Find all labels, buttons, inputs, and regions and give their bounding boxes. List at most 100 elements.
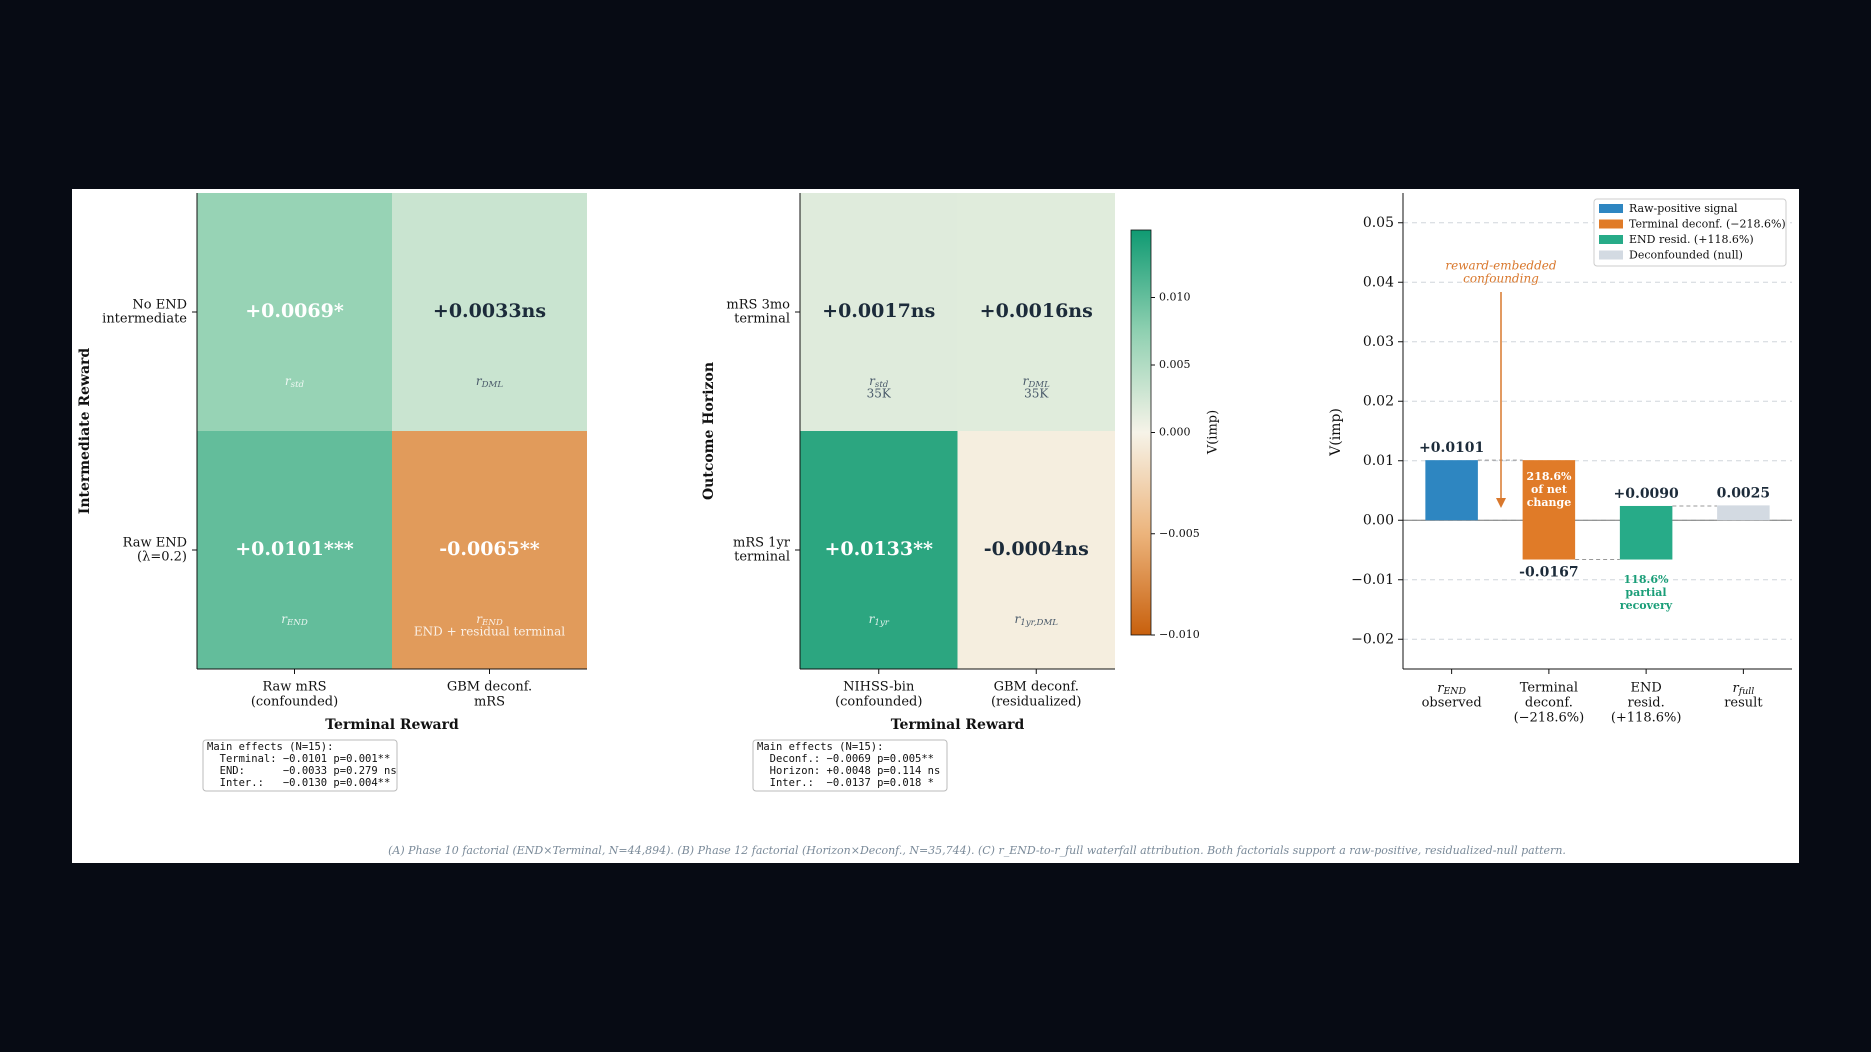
cell-value-label: +0.0133** (824, 538, 933, 560)
symbol: r (869, 374, 876, 388)
legend-box (1593, 198, 1787, 267)
annotation: 218.6% (1527, 470, 1572, 483)
y-tick-label: 0.00 (1363, 512, 1394, 528)
x-tick-label: Terminal (1520, 681, 1578, 696)
subscript: std (291, 380, 305, 390)
heatmap-cell (392, 193, 587, 431)
x-tick-label: GBM deconf. (447, 680, 532, 695)
annotation: of net (1531, 483, 1568, 496)
notes-line: Deconf.: −0.0069 p=0.005** (757, 753, 934, 765)
legend-label: Raw-positive signal (1629, 202, 1738, 215)
caption: (A) Phase 10 factorial (END×Terminal, N=… (388, 844, 1566, 857)
heatmap-cell (392, 431, 587, 669)
cell-note: rDML (1023, 374, 1050, 390)
x-tick-label: (+118.6%) (1611, 711, 1682, 726)
legend-swatch (1599, 204, 1623, 213)
bar (1522, 460, 1576, 560)
symbol: r (1437, 681, 1444, 696)
cell-note: 35K (1024, 387, 1049, 401)
x-tick-label: (−218.6%) (1514, 711, 1585, 726)
y-tick-label: −0.01 (1351, 572, 1394, 588)
legend-swatch (1599, 235, 1623, 244)
notes-line: END: −0.0033 p=0.279 ns (207, 765, 397, 777)
annotation: confounding (1463, 272, 1539, 286)
cell-note: rEND (476, 612, 503, 628)
symbol: r (476, 612, 483, 626)
heatmap-cell (800, 431, 958, 669)
x-tick-label: deconf. (1525, 696, 1573, 711)
cell-note: r1yr (869, 612, 890, 628)
bar-value-label: 0.0025 (1717, 485, 1771, 501)
cell-value-label: -0.0065** (439, 538, 540, 560)
x-tick-label: NIHSS-bin (843, 680, 915, 695)
symbol: r (285, 374, 292, 388)
y-tick-label: terminal (734, 312, 790, 327)
x-tick-label: Raw mRS (262, 680, 326, 695)
y-tick-label: mRS 3mo (726, 298, 790, 313)
x-tick-label: GBM deconf. (994, 680, 1079, 695)
symbol: r (1733, 681, 1740, 696)
y-tick-label: intermediate (102, 312, 187, 327)
y-tick-label: 0.01 (1363, 453, 1394, 469)
y-tick-label: Raw END (123, 536, 187, 551)
legend-swatch (1599, 219, 1623, 229)
bar (1425, 460, 1478, 521)
x-tick-label: (confounded) (251, 695, 338, 710)
legend-label: Deconfounded (null) (1629, 249, 1743, 262)
annotation: change (1527, 496, 1572, 509)
symbol: r (869, 612, 876, 626)
cell-note: rstd (285, 374, 305, 390)
x-tick-label: END (1630, 681, 1661, 696)
y-tick-label: 0.04 (1363, 274, 1394, 290)
colorbar-tick-label: 0.000 (1159, 426, 1191, 439)
cell-value-label: +0.0016ns (980, 300, 1093, 322)
x-tick-label: (confounded) (835, 695, 922, 710)
annotation: partial (1625, 586, 1666, 599)
subscript: DML (1027, 380, 1050, 390)
cell-note: 35K (867, 387, 892, 401)
bar-value-label: +0.0090 (1613, 486, 1679, 502)
y-axis-label: V(imp) (1328, 408, 1344, 457)
arrow-head (1496, 498, 1506, 508)
legend-label: Terminal deconf. (−218.6%) (1629, 218, 1786, 231)
subscript: END (1442, 686, 1466, 697)
cell-value-label: -0.0004ns (984, 538, 1089, 560)
y-axis-label: Intermediate Reward (77, 348, 93, 515)
bar (1717, 505, 1770, 521)
notes-line: Horizon: +0.0048 p=0.114 ns (757, 765, 940, 777)
y-tick-label: terminal (734, 550, 790, 565)
y-tick-label: −0.02 (1351, 631, 1394, 647)
cell-note: END + residual terminal (414, 625, 565, 639)
legend-swatch (1599, 250, 1623, 260)
cell-value-label: +0.0017ns (822, 300, 935, 322)
notes-line: Main effects (N=15): (757, 741, 883, 753)
heatmap-cell (957, 193, 1115, 431)
x-tick-label: result (1724, 696, 1763, 711)
cell-value-label: +0.0069* (245, 300, 344, 322)
annotation: 118.6% (1624, 573, 1669, 586)
y-tick-label: mRS 1yr (733, 536, 791, 551)
cell-note: rstd (869, 374, 889, 390)
subscript: END (286, 618, 308, 628)
cell-note: rEND (281, 612, 308, 628)
subscript: 1yr (874, 618, 889, 628)
subscript: std (875, 380, 889, 390)
colorbar-tick-label: −0.005 (1159, 527, 1200, 540)
heatmap-cell (197, 193, 392, 431)
heatmap-cell (197, 431, 392, 669)
colorbar-label: V(imp) (1206, 410, 1221, 455)
notes-line: Terminal: −0.0101 p=0.001** (207, 753, 390, 765)
y-tick-label: 0.05 (1363, 215, 1394, 231)
legend-label: END resid. (+118.6%) (1629, 233, 1754, 246)
heatmap-cell (957, 431, 1115, 669)
bar-value-label: +0.0101 (1419, 440, 1484, 456)
subscript: 1yr,DML (1020, 618, 1058, 628)
x-axis-label: Terminal Reward (325, 717, 459, 733)
cell-value-label: +0.0101*** (235, 538, 354, 560)
x-tick-label: rfull (1733, 681, 1755, 697)
x-tick-label: observed (1422, 696, 1482, 711)
bar (1619, 505, 1673, 560)
y-tick-label: (λ=0.2) (137, 550, 187, 565)
notes-line: Inter.: −0.0130 p=0.004** (207, 777, 390, 789)
